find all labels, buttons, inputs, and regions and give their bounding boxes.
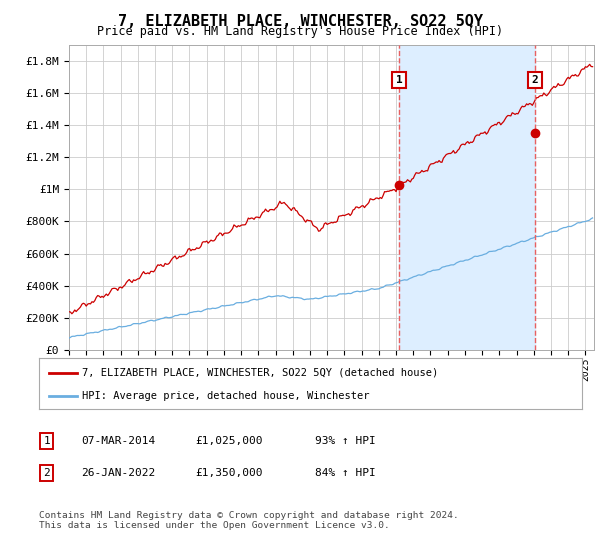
Text: 7, ELIZABETH PLACE, WINCHESTER, SO22 5QY: 7, ELIZABETH PLACE, WINCHESTER, SO22 5QY [118, 14, 482, 29]
Text: 84% ↑ HPI: 84% ↑ HPI [315, 468, 376, 478]
Text: £1,350,000: £1,350,000 [195, 468, 263, 478]
Text: 2: 2 [43, 468, 50, 478]
Bar [399, 45, 535, 350]
Text: 2: 2 [532, 75, 538, 85]
Text: Contains HM Land Registry data © Crown copyright and database right 2024.
This d: Contains HM Land Registry data © Crown c… [39, 511, 459, 530]
Text: Price paid vs. HM Land Registry's House Price Index (HPI): Price paid vs. HM Land Registry's House … [97, 25, 503, 38]
Text: £1,025,000: £1,025,000 [195, 436, 263, 446]
Text: 1: 1 [396, 75, 403, 85]
Text: 26-JAN-2022: 26-JAN-2022 [81, 468, 155, 478]
Text: HPI: Average price, detached house, Winchester: HPI: Average price, detached house, Winc… [82, 391, 370, 401]
Text: 1: 1 [43, 436, 50, 446]
Text: 07-MAR-2014: 07-MAR-2014 [81, 436, 155, 446]
Text: 93% ↑ HPI: 93% ↑ HPI [315, 436, 376, 446]
Text: 7, ELIZABETH PLACE, WINCHESTER, SO22 5QY (detached house): 7, ELIZABETH PLACE, WINCHESTER, SO22 5QY… [82, 367, 439, 377]
